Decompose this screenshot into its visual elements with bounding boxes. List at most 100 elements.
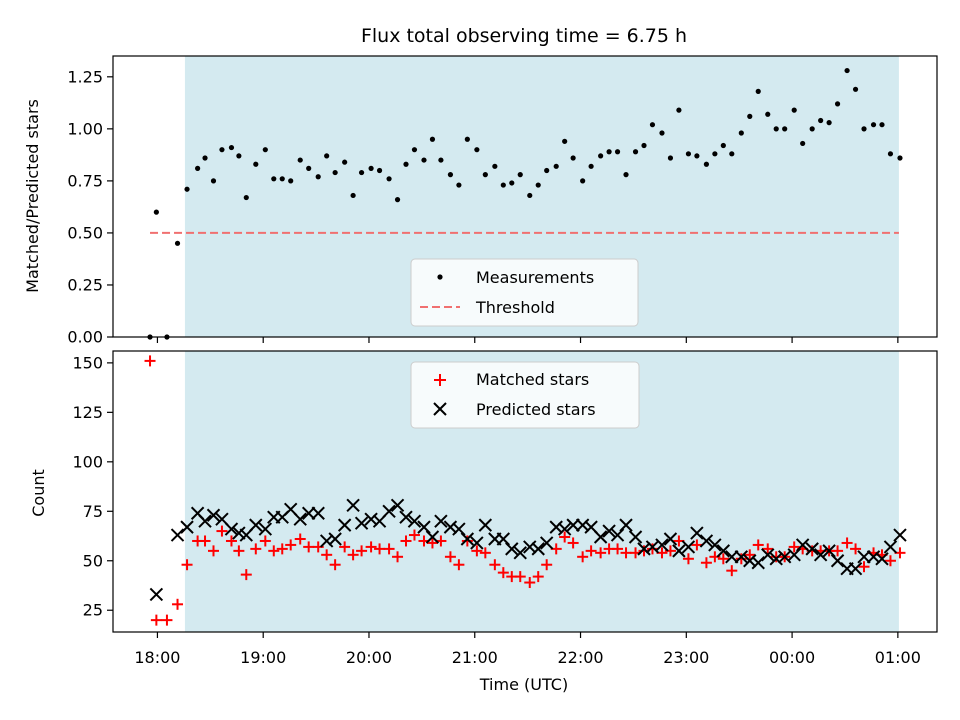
matched-star-point — [161, 614, 173, 626]
matched-star-point — [461, 535, 473, 547]
predicted-star-point — [354, 516, 369, 530]
predicted-star-point — [549, 520, 563, 534]
matched-star-point — [612, 543, 624, 555]
measurement-point — [474, 147, 480, 153]
predicted-star-point — [224, 522, 239, 536]
measurement-point — [818, 117, 824, 124]
matched-star-point — [479, 547, 491, 559]
measurement-point — [649, 122, 656, 128]
matched-star-point — [207, 545, 219, 557]
predicted-star-point — [346, 498, 360, 513]
top-y-ticks: 0.00 0.25 0.50 0.75 1.00 1.25 — [67, 67, 113, 347]
matched-star-point — [321, 549, 333, 561]
measurement-point — [210, 178, 217, 184]
measurement-point — [411, 147, 418, 153]
matched-star-point — [400, 535, 412, 547]
legend-predicted-label: Predicted stars — [476, 400, 596, 419]
predicted-star-point — [857, 550, 871, 564]
matched-star-point — [268, 545, 280, 557]
matched-star-point — [303, 541, 315, 553]
measurement-point — [368, 165, 374, 171]
measurement-point — [606, 149, 612, 155]
matched-star-point — [541, 559, 553, 571]
predicted-star-point — [531, 542, 545, 556]
measurement-point — [202, 155, 208, 161]
matched-star-point — [788, 541, 800, 553]
measurement-point — [358, 169, 365, 176]
predicted-star-point — [470, 536, 484, 550]
predicted-star-point — [795, 538, 810, 552]
matched-star-point — [392, 551, 404, 563]
top-x-ticks — [156, 337, 899, 343]
matched-star-point — [365, 541, 377, 553]
measurement-point — [253, 161, 259, 167]
bottom-legend: Matched stars Predicted stars — [410, 361, 640, 429]
predicted-star-point — [258, 522, 273, 536]
measurement-point — [641, 142, 647, 149]
measurement-point — [755, 88, 761, 94]
predicted-star-point — [708, 538, 722, 552]
measurement-point — [219, 147, 225, 153]
legend-measurements-marker — [437, 274, 443, 280]
measurement-point — [482, 172, 488, 178]
matched-star-point — [408, 529, 420, 541]
predicted-star-point — [399, 510, 413, 524]
measurement-point — [297, 157, 303, 163]
matched-star-point — [356, 545, 368, 557]
measurement-point — [879, 122, 885, 128]
top-marks — [147, 67, 903, 340]
predicted-star-point — [602, 524, 616, 538]
predicted-star-point — [830, 554, 845, 568]
bottom-legend-box — [410, 361, 640, 429]
predicted-star-point — [699, 534, 714, 548]
matched-star-point — [752, 539, 764, 551]
measurement-point — [685, 151, 692, 157]
measurement-point — [288, 178, 294, 184]
top-y-tick-label: 0.75 — [67, 171, 103, 190]
matched-star-point — [595, 547, 607, 559]
predicted-star-point — [575, 518, 590, 532]
predicted-star-point — [866, 550, 881, 564]
top-y-tick-label: 0.25 — [67, 275, 103, 294]
measurement-point — [614, 149, 621, 155]
predicted-star-point — [337, 518, 352, 532]
measurement-point — [562, 138, 568, 144]
measurement-point — [580, 178, 586, 184]
bottom-y-ticks: 25 50 75 100 125 150 — [72, 353, 113, 620]
predicted-star-point — [434, 514, 448, 528]
measurement-point — [834, 101, 841, 107]
matched-star-point — [374, 543, 386, 555]
matched-star-point — [884, 555, 896, 567]
predicted-star-point — [513, 546, 527, 560]
top-y-tick-label: 0.00 — [67, 328, 103, 347]
matched-star-point — [383, 543, 395, 555]
chart-title: Flux total observing time = 6.75 h — [361, 25, 687, 47]
matched-star-point — [329, 559, 341, 571]
predicted-star-point — [452, 522, 466, 536]
top-y-tick-label: 1.25 — [67, 67, 103, 86]
measurement-point — [703, 161, 710, 167]
matched-star-point — [532, 571, 544, 583]
matched-star-point — [181, 559, 193, 571]
top-legend-box — [410, 258, 639, 327]
predicted-star-point — [822, 544, 836, 558]
measurement-point — [403, 161, 409, 167]
measurement-point — [376, 167, 383, 174]
matched-star-point — [489, 559, 501, 571]
matched-star-point — [646, 543, 658, 555]
matched-star-point — [444, 551, 456, 563]
measurement-point — [243, 194, 249, 201]
matched-star-point — [240, 569, 252, 581]
matched-star-point — [199, 535, 211, 547]
predicted-star-point — [557, 522, 572, 536]
measurement-point — [174, 240, 181, 246]
legend-predicted-marker — [433, 402, 447, 416]
measurement-point — [782, 126, 788, 132]
matched-star-point — [832, 545, 844, 557]
measurement-point — [279, 176, 285, 182]
predicted-star-point — [681, 540, 696, 554]
measurement-point — [500, 182, 506, 188]
x-tick-label: 20:00 — [346, 648, 392, 667]
predicted-star-point — [672, 544, 686, 558]
x-tick-label: 01:00 — [875, 648, 921, 667]
